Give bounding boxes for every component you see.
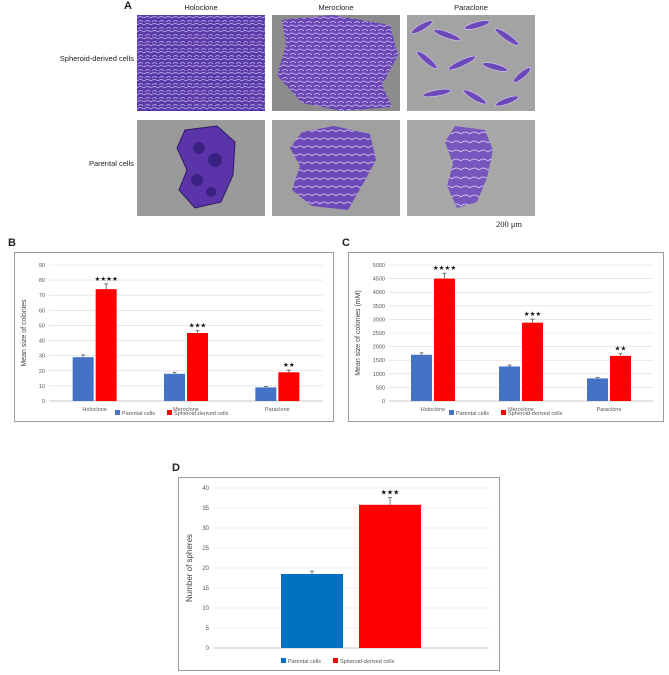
column-header-meroclone: Meroclone	[318, 3, 354, 12]
chart-c-frame: 0 500 1000 1500 2000 2500 3000 3500 4000 4500 5000…	[348, 252, 664, 422]
micrograph-spheroid-holoclone	[137, 15, 265, 111]
y-tick-label: 10	[202, 606, 209, 612]
legend-swatch-spheroid	[332, 658, 338, 663]
bar-parental	[255, 387, 277, 401]
significance-stars: ★★★★	[433, 264, 456, 272]
legend-label-parental: Parental cells	[456, 411, 489, 417]
y-tick-label: 40	[202, 486, 209, 492]
legend-label-spheroid: Spheroid-derived cells	[340, 659, 395, 665]
y-tick-label: 2000	[373, 345, 385, 351]
y-tick-label: 10	[39, 384, 45, 390]
significance-stars: ★★★	[381, 489, 400, 497]
y-tick-label: 4500	[373, 277, 385, 283]
y-tick-label: 5	[206, 626, 210, 632]
bar-parental	[587, 378, 608, 401]
y-tick-label: 50	[39, 323, 45, 329]
y-tick-label: 20	[39, 369, 45, 375]
y-tick-label: 70	[39, 293, 45, 299]
significance-stars: ★★	[283, 361, 295, 369]
row-label-spheroid: Spheroid-derived cells	[59, 54, 134, 63]
bar-spheroid	[359, 504, 421, 648]
legend-label-spheroid: Spheroid-derived cells	[174, 411, 229, 417]
y-tick-label: 0	[206, 646, 210, 652]
bar-spheroid	[278, 372, 300, 401]
x-tick-label: Paraclone	[597, 407, 622, 413]
bar-spheroid	[610, 355, 631, 401]
y-tick-label: 80	[39, 278, 45, 284]
y-tick-label: 0	[382, 399, 385, 405]
legend-swatch-parental	[281, 658, 286, 663]
chart-b-frame: 0 10 20 30 40 50 60 70 80 90 Mean size of colonies…	[14, 252, 334, 422]
y-tick-label: 1500	[373, 358, 385, 364]
legend-swatch-parental	[115, 410, 120, 415]
y-tick-label: 500	[376, 385, 385, 391]
bar-parental	[411, 354, 432, 401]
panel-a-letter: A	[124, 0, 132, 12]
column-header-paraclone: Paraclone	[454, 3, 488, 12]
bar-parental	[499, 366, 520, 401]
significance-stars: ★★	[615, 345, 627, 353]
chart-d-frame: 0 5 10 15 20 25 30 35 40 Number of spheres ★★★ Pare…	[178, 477, 500, 671]
bar-spheroid	[434, 278, 455, 401]
bar-parental	[281, 574, 343, 648]
x-tick-label: Holoclone	[421, 407, 445, 413]
legend-label-parental: Parental cells	[288, 659, 321, 665]
legend-swatch-spheroid	[500, 410, 506, 415]
y-tick-label: 1000	[373, 372, 385, 378]
x-tick-label: Meroclone	[508, 407, 534, 413]
legend-swatch-spheroid	[166, 410, 172, 415]
y-tick-label: 35	[202, 506, 209, 512]
y-axis-label: Number of spheres	[185, 534, 194, 602]
y-tick-label: 15	[202, 586, 209, 592]
legend-swatch-parental	[449, 410, 454, 415]
bar-parental	[72, 357, 94, 401]
scale-bar-label: 200 μm	[496, 219, 523, 229]
micrograph-parental-paraclone	[407, 120, 535, 216]
y-axis-label: Mean size of colonies	[21, 299, 28, 367]
bar-spheroid	[95, 289, 117, 401]
micrograph-spheroid-paraclone	[407, 15, 535, 111]
panel-d-letter: D	[172, 462, 180, 474]
bar-parental	[164, 373, 185, 401]
micrograph-parental-meroclone	[272, 120, 400, 216]
legend-label-spheroid: Spheroid-derived cells	[508, 411, 563, 417]
legend-label-parental: Parental cells	[122, 411, 155, 417]
x-tick-label: Paraclone	[265, 407, 290, 413]
bar-spheroid	[187, 333, 208, 401]
y-tick-label: 0	[42, 399, 45, 405]
column-header-holoclone: Holoclone	[184, 3, 218, 12]
y-tick-label: 20	[202, 566, 209, 572]
significance-stars: ★★★	[524, 310, 542, 318]
y-axis-label: Mean size of colonies (mM)	[355, 290, 362, 376]
y-tick-label: 3000	[373, 317, 385, 323]
significance-stars: ★★★★	[95, 275, 118, 283]
y-tick-label: 3500	[373, 304, 385, 310]
chart-c: 0 500 1000 1500 2000 2500 3000 3500 4000 4500 5000…	[355, 263, 653, 417]
y-tick-label: 30	[39, 354, 45, 360]
chart-b: 0 10 20 30 40 50 60 70 80 90 Mean size of colonies…	[21, 263, 323, 417]
y-tick-label: 40	[39, 339, 45, 345]
y-tick-label: 90	[39, 263, 45, 269]
micrograph-spheroid-meroclone	[272, 15, 400, 111]
panel-c-letter: C	[342, 237, 350, 249]
x-tick-label: Meroclone	[173, 407, 199, 413]
y-tick-label: 30	[202, 526, 209, 532]
y-tick-label: 4000	[373, 290, 385, 296]
x-tick-label: Holoclone	[82, 407, 106, 413]
significance-stars: ★★★	[189, 322, 207, 330]
chart-d: 0 5 10 15 20 25 30 35 40 Number of spheres ★★★ Pare…	[185, 486, 489, 665]
y-tick-label: 2500	[373, 331, 385, 337]
bar-spheroid	[522, 322, 543, 401]
y-tick-label: 5000	[373, 263, 385, 269]
micrograph-parental-holoclone	[137, 120, 265, 216]
y-tick-label: 60	[39, 308, 45, 314]
panel-b-letter: B	[8, 237, 16, 249]
row-label-parental: Parental cells	[88, 159, 134, 168]
y-tick-label: 25	[202, 546, 209, 552]
